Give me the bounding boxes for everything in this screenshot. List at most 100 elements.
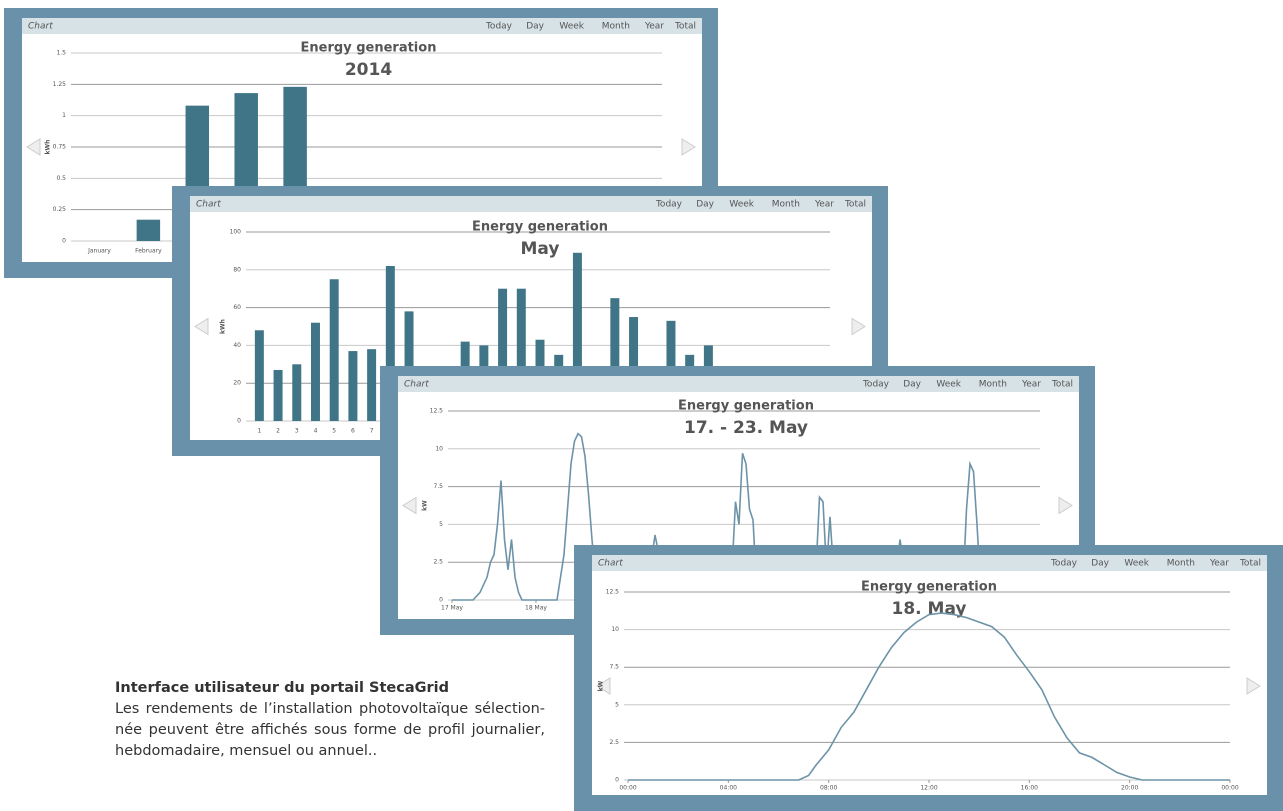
- y-tick-label: 80: [233, 266, 241, 273]
- x-tick-label: 6: [351, 428, 355, 435]
- bar: [498, 288, 508, 421]
- nav-arrow-right[interactable]: [1246, 677, 1261, 695]
- x-tick-label: 5: [332, 428, 336, 435]
- y-tick-label: 2.5: [433, 559, 443, 566]
- nav-tab[interactable]: Month: [979, 380, 1007, 390]
- nav-tab[interactable]: Week: [936, 380, 961, 390]
- y-tick-label: 7.5: [609, 664, 619, 671]
- y-tick-label: 2.5: [609, 739, 619, 746]
- nav-tab[interactable]: Day: [1091, 559, 1109, 569]
- y-axis-label: kW: [422, 500, 429, 511]
- nav-arrow-left[interactable]: [194, 317, 209, 336]
- nav-arrow-right[interactable]: [1058, 496, 1073, 515]
- nav-arrow-left[interactable]: [402, 496, 417, 515]
- y-tick-label: 0: [615, 777, 619, 784]
- nav-arrow-right[interactable]: [681, 138, 696, 156]
- x-tick-label: 4: [314, 428, 318, 435]
- y-axis-label: kWh: [220, 319, 227, 334]
- panel-header: [592, 555, 1267, 571]
- bar: [516, 288, 526, 421]
- y-tick-label: 0.5: [56, 175, 66, 182]
- nav-arrow-left[interactable]: [26, 138, 41, 156]
- x-tick-label: 20:00: [1121, 785, 1138, 792]
- y-tick-label: 1: [62, 112, 66, 119]
- nav-tab[interactable]: Month: [602, 22, 630, 32]
- nav-tab[interactable]: Year: [644, 22, 664, 32]
- x-tick-label: January: [87, 248, 111, 255]
- x-tick-label: 08:00: [820, 785, 837, 792]
- y-tick-label: 0: [237, 418, 241, 425]
- nav-arrow-right[interactable]: [851, 317, 866, 336]
- nav-tab[interactable]: Today: [485, 22, 513, 32]
- x-tick-label: 00:00: [1221, 785, 1238, 792]
- x-tick-label: 12:00: [920, 785, 937, 792]
- y-tick-label: 100: [230, 229, 242, 236]
- nav-tab[interactable]: Day: [696, 200, 714, 210]
- x-tick-label: 16:00: [1021, 785, 1038, 792]
- nav-tab[interactable]: Month: [1167, 559, 1195, 569]
- nav-tab[interactable]: Total: [674, 22, 696, 32]
- y-tick-label: 0.25: [53, 206, 67, 213]
- nav-tab[interactable]: Day: [526, 22, 544, 32]
- panel-header: [22, 18, 702, 34]
- bar: [329, 279, 339, 421]
- bar: [610, 298, 620, 421]
- nav-tab[interactable]: Total: [844, 200, 866, 210]
- nav-tab[interactable]: Year: [1021, 380, 1041, 390]
- bar: [385, 266, 395, 421]
- nav-tab[interactable]: Week: [729, 200, 754, 210]
- nav-tab[interactable]: Year: [1209, 559, 1229, 569]
- caption-line: hebdomadaire, mensuel ou annuel..: [115, 743, 378, 759]
- chart-subtitle: 2014: [345, 60, 392, 80]
- panel-header: [398, 376, 1079, 392]
- bar: [310, 322, 320, 421]
- x-tick-label: 1: [257, 428, 261, 435]
- y-tick-label: 1.5: [56, 50, 66, 57]
- nav-tab[interactable]: Today: [1050, 559, 1078, 569]
- y-tick-label: 5: [439, 521, 443, 528]
- nav-tab[interactable]: Week: [1124, 559, 1149, 569]
- bar: [136, 219, 161, 241]
- nav-tab[interactable]: Today: [862, 380, 890, 390]
- x-tick-label: 3: [295, 428, 299, 435]
- nav-tab[interactable]: Month: [772, 200, 800, 210]
- screen-panel: Chart Today Day Week Month Year Total 0 0.25 0.5 0…: [4, 8, 718, 278]
- chart-title: Energy generation: [861, 580, 997, 595]
- y-tick-label: 20: [233, 380, 241, 387]
- bar: [367, 349, 377, 421]
- header-label: Chart: [598, 559, 623, 569]
- chart-title: Energy generation: [472, 220, 608, 235]
- nav-tab[interactable]: Week: [559, 22, 584, 32]
- y-tick-label: 0.75: [53, 144, 67, 151]
- x-tick-label: 18 May: [525, 605, 547, 612]
- y-tick-label: 60: [233, 304, 241, 311]
- nav-tab[interactable]: Year: [814, 200, 834, 210]
- caption-line: Les rendements de l’installation photovo…: [115, 701, 545, 717]
- x-tick-label: 00:00: [619, 785, 636, 792]
- chart-subtitle: 17. - 23. May: [684, 418, 808, 438]
- header-label: Chart: [196, 200, 221, 210]
- caption-title: Interface utilisateur du portail StecaGr…: [115, 680, 450, 696]
- nav-tab[interactable]: Total: [1239, 559, 1261, 569]
- nav-tab[interactable]: Total: [1051, 380, 1073, 390]
- bar: [348, 351, 358, 421]
- nav-tab[interactable]: Day: [903, 380, 921, 390]
- caption: Interface utilisateur du portail StecaGr…: [115, 678, 545, 762]
- header-label: Chart: [28, 22, 53, 32]
- nav-tab[interactable]: Today: [655, 200, 683, 210]
- y-axis-label: kW: [598, 680, 605, 691]
- panel-header: [190, 196, 872, 212]
- y-tick-label: 12.5: [606, 589, 620, 596]
- nav-arrow-left[interactable]: [596, 677, 611, 695]
- panel-body: [592, 555, 1267, 795]
- x-tick-label: 2: [276, 428, 280, 435]
- bar: [292, 364, 302, 421]
- y-tick-label: 5: [615, 701, 619, 708]
- y-tick-label: 0: [62, 238, 66, 245]
- y-tick-label: 40: [233, 342, 241, 349]
- chart-title: Energy generation: [301, 41, 437, 56]
- y-tick-label: 10: [611, 626, 619, 633]
- y-tick-label: 0: [439, 597, 443, 604]
